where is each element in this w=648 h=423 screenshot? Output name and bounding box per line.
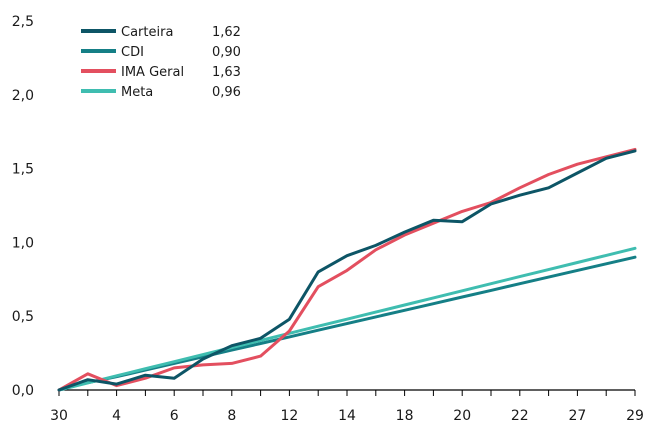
y-axis: 0,0 0,5 1,0 1,5 2,0 2,5 <box>12 14 34 399</box>
x-tick-label: 30 <box>50 408 68 423</box>
x-tick-label: 20 <box>453 408 471 423</box>
x-tick-label: 29 <box>626 408 644 423</box>
legend-value-carteira: 1,62 <box>212 25 241 40</box>
legend-value-ima-geral: 1,63 <box>212 65 241 80</box>
legend-value-cdi: 0,90 <box>212 45 241 60</box>
y-tick-label: 0,5 <box>12 309 34 325</box>
x-tick-label: 18 <box>396 408 414 423</box>
x-tick-label: 22 <box>511 408 529 423</box>
legend: Carteira 1,62 CDI 0,90 IMA Geral 1,63 Meta 0,96 <box>81 25 241 100</box>
legend-label-carteira: Carteira <box>121 25 173 40</box>
y-tick-label: 0,0 <box>12 383 34 399</box>
legend-label-ima-geral: IMA Geral <box>121 65 184 80</box>
y-tick-label: 2,0 <box>12 88 34 104</box>
series-line-meta <box>57 246 637 392</box>
x-tick-label: 4 <box>112 408 121 423</box>
x-tick-label: 27 <box>568 408 586 423</box>
x-axis: 30 4 6 8 12 14 18 20 22 27 29 <box>50 389 644 423</box>
x-tick-label: 14 <box>338 408 356 423</box>
series-line-carteira <box>57 149 637 392</box>
x-tick-label: 8 <box>227 408 236 423</box>
legend-label-meta: Meta <box>121 85 153 100</box>
y-tick-label: 1,5 <box>12 162 34 178</box>
x-tick-label: 6 <box>170 408 179 423</box>
legend-value-meta: 0,96 <box>212 85 241 100</box>
series-layer <box>57 147 637 392</box>
legend-label-cdi: CDI <box>121 45 144 60</box>
x-tick-label: 12 <box>280 408 298 423</box>
y-tick-label: 2,5 <box>12 14 34 30</box>
y-tick-label: 1,0 <box>12 235 34 251</box>
